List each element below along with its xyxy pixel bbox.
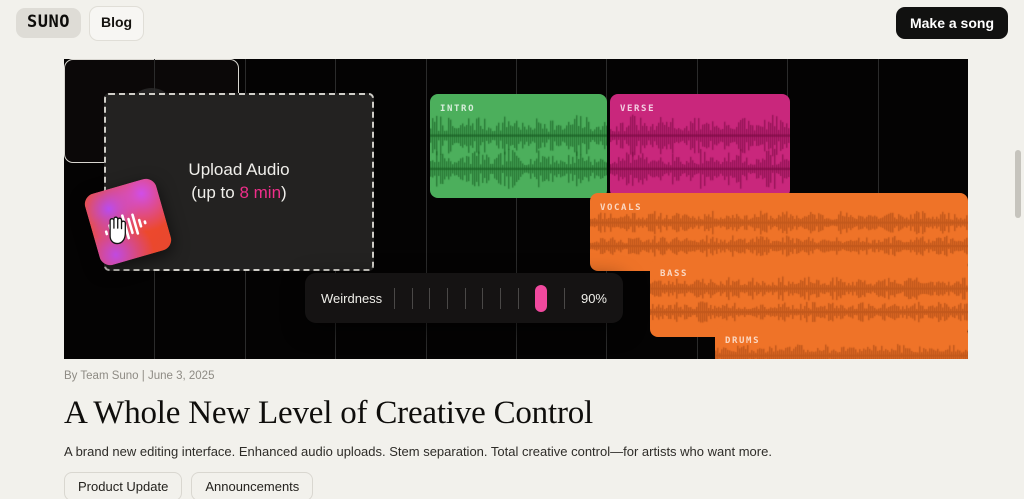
audio-file-card[interactable] [82,176,174,268]
clip-verse-label: VERSE [620,104,656,114]
slider-tick [411,287,413,309]
clip-verse-waveform [610,94,790,198]
clip-intro[interactable]: INTRO [430,94,607,198]
slider-tick [482,287,484,309]
weirdness-slider[interactable] [394,283,565,313]
stem-track-drums[interactable]: DRUMS [715,326,968,359]
weirdness-value: 90% [580,290,607,306]
stem-bass-waveform [650,259,968,337]
page-scrollbar-thumb[interactable] [1015,150,1021,218]
stem-drums-waveform [715,326,968,359]
cursor-hand-icon [109,216,126,245]
clip-verse[interactable]: VERSE [610,94,790,198]
stem-vocals-waveform [590,193,968,271]
stem-bass-label: BASS [660,269,689,279]
weirdness-slider-panel: Weirdness 90% [305,273,623,323]
article-tag-row: Product Update Announcements [64,471,964,499]
nav-blog-label: Blog [100,13,133,30]
suno-logo-text: SUNO [27,12,70,32]
article-block: By Team Suno | June 3, 2025 A Whole New … [64,370,964,499]
clip-intro-label: INTRO [440,104,476,114]
page-scrollbar-track[interactable] [1015,0,1023,499]
gridline [426,59,427,359]
upload-audio-line1: Upload Audio [188,160,290,180]
site-header: SUNO Blog Make a song [0,0,1024,46]
slider-tick [447,287,449,309]
article-byline: By Team Suno | June 3, 2025 [64,370,215,382]
slider-tick [500,287,502,309]
upload-audio-line2: (up to 8 min) [191,183,287,202]
slider-tick [563,287,565,309]
stem-track-vocals[interactable]: VOCALS [590,193,968,271]
weirdness-slider-thumb[interactable] [535,284,548,312]
stem-vocals-label: VOCALS [600,203,643,213]
stem-track-bass[interactable]: BASS [650,259,968,337]
daw-editor-canvas: Upload Audio (up to 8 min) INTRO [64,59,968,359]
tag-product-update[interactable]: Product Update [64,471,183,499]
nav-blog-link[interactable]: Blog [88,5,145,41]
stem-drums-label: DRUMS [725,336,761,346]
tag-announcements[interactable]: Announcements [191,471,314,499]
article-subtitle: A brand new editing interface. Enhanced … [64,443,772,459]
article-headline: A Whole New Level of Creative Control [64,395,594,431]
slider-tick [394,287,396,309]
upload-audio-label: Upload Audio (up to 8 min) [188,159,289,205]
suno-logo[interactable]: SUNO [16,8,81,38]
clip-intro-waveform [430,94,607,198]
weirdness-label: Weirdness [321,290,383,306]
gridline [516,59,517,359]
upload-audio-limit: 8 min [239,183,282,202]
slider-tick [517,287,519,309]
slider-tick [464,287,466,309]
make-a-song-button[interactable]: Make a song [895,7,1008,39]
slider-tick [429,287,431,309]
